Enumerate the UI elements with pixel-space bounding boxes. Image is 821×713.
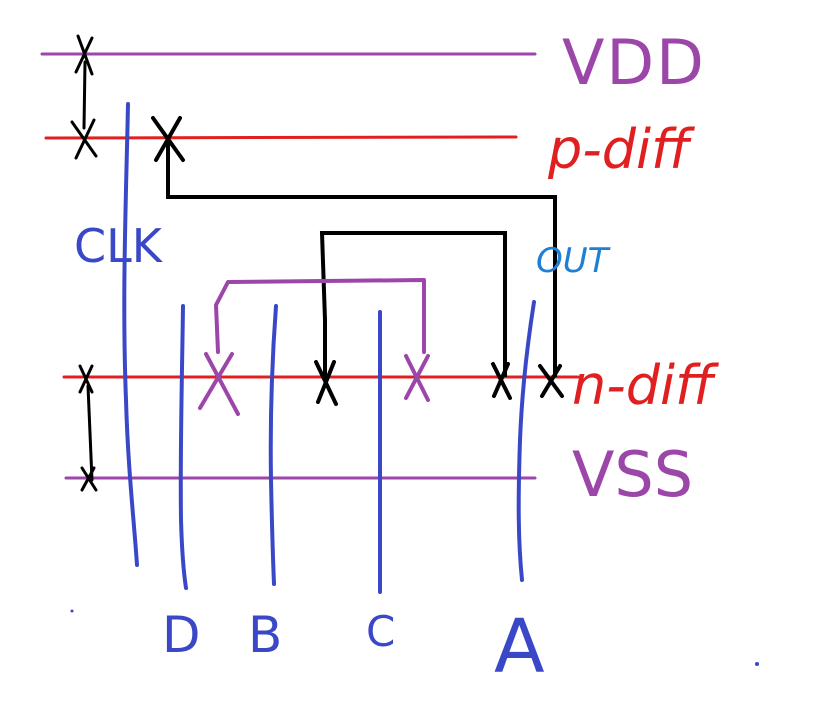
purple-interconnect: [214, 278, 426, 354]
gate-b-label: B: [248, 606, 282, 664]
vss-label: VSS: [572, 438, 693, 511]
metal-wire-inner: [319, 231, 507, 377]
ndiff-contact-2: [314, 360, 338, 406]
clk-label: CLK: [74, 219, 164, 273]
n-diff-label: n-diff: [572, 354, 719, 417]
pdiff-contact: [151, 116, 185, 162]
gate-a: [516, 300, 536, 582]
gate-a-label: A: [494, 604, 545, 690]
gate-d-label: D: [162, 606, 201, 664]
p-diff-line: [44, 135, 518, 140]
gate-c-label: C: [366, 607, 395, 656]
gate-b: [268, 304, 278, 586]
stray-dot: [755, 662, 759, 666]
p-diff-label: p-diff: [547, 118, 695, 181]
ndiff-contact-3: [404, 354, 430, 402]
ndiff-contact-4: [491, 362, 512, 400]
spacing-marker-top: [70, 34, 98, 160]
gate-d: [178, 304, 188, 590]
vdd-label: VDD: [562, 26, 706, 99]
ndiff-contact-1: [198, 352, 240, 416]
spacing-marker-bottom: [78, 364, 98, 492]
ndiff-contact-5: [538, 364, 564, 398]
stray-dot: [70, 609, 74, 613]
clk-gate: [122, 102, 139, 567]
out-label: OUT: [536, 241, 611, 281]
metal-wire-outer: [166, 138, 557, 377]
